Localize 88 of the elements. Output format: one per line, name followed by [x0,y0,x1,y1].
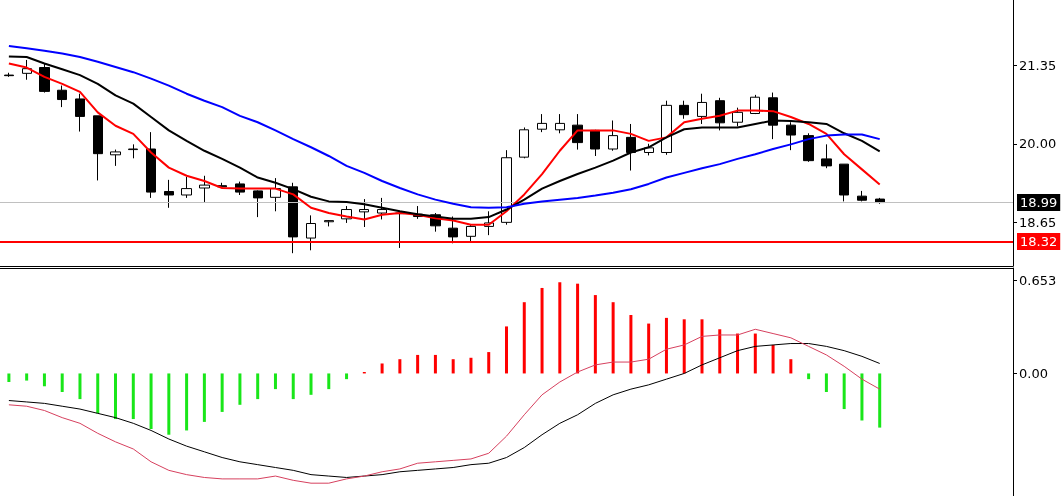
candlestick [110,149,121,167]
bar [540,287,544,374]
bar [202,373,206,422]
bar [753,333,757,374]
bar [824,373,828,392]
bar [576,283,580,374]
bar [345,373,349,380]
candlestick [93,115,103,181]
bar [807,373,811,380]
bar [505,326,508,374]
candlestick [537,113,547,133]
bar [78,373,82,400]
bar [42,373,46,387]
candlestick [75,93,85,133]
candlestick [679,100,689,120]
bar [664,317,668,374]
y-tick-label: 0.653 [1019,272,1057,288]
bar [433,354,437,374]
candlestick [857,190,867,202]
bar [7,373,11,382]
candlestick [768,92,778,140]
bar [700,319,704,374]
candlestick [128,143,138,159]
candlestick [626,123,636,172]
candlestick [181,176,192,199]
bar [718,329,722,374]
bar [131,373,135,420]
bar [593,295,597,374]
bar [771,344,775,374]
candlestick [164,179,174,209]
bar [327,373,331,390]
candlestick [22,59,32,81]
bar [398,359,402,374]
bar [842,373,846,410]
candlestick [519,126,529,159]
bar [60,373,64,392]
y-tick-label: 0.00 [1019,365,1048,381]
bar [860,373,864,421]
candlestick [555,113,565,134]
bar [309,373,313,395]
candlestick [324,219,334,227]
bar [114,373,118,420]
candlestick [4,72,14,78]
candlestick [146,131,156,199]
candlestick [732,107,743,127]
bar [185,373,189,431]
candlestick [306,214,316,251]
candlestick [821,143,832,169]
candlestick [590,129,600,157]
bar [256,373,260,400]
candlestick [466,224,476,242]
candlestick [715,97,725,131]
bar [451,359,455,374]
bar [487,352,491,374]
bar [25,373,29,381]
bar [629,315,633,374]
bar [789,359,793,374]
candlestick [57,85,67,108]
bar [878,373,882,428]
bar [238,373,242,405]
bar [469,357,473,374]
bar [558,282,562,374]
y-tick-label: 20.00 [1019,136,1057,152]
ref-line-label: 18.32 [1020,234,1058,250]
candlestick [253,189,263,218]
candlestick [839,163,849,202]
bar [647,323,651,374]
candlestick [39,62,50,94]
candlestick [661,100,672,156]
bar [149,373,153,430]
candlestick [786,121,796,151]
bar [96,373,100,414]
candlestick [608,119,618,152]
bar [220,373,224,412]
bar [273,373,277,390]
bar [522,302,526,374]
bar [167,373,171,435]
bar [736,333,740,374]
bar [682,319,686,374]
bar [291,373,295,400]
candlestick [697,93,707,125]
bar [416,354,420,374]
y-tick-label: 21.35 [1019,57,1057,73]
bar [611,302,615,374]
y-tick-label: 18.65 [1019,214,1057,230]
candlestick [199,175,210,203]
ref-line-label: 18.99 [1020,195,1058,211]
bar [380,363,384,374]
